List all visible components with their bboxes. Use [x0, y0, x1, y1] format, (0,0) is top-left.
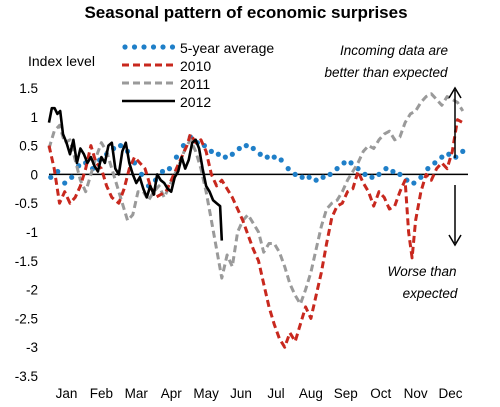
- y-tick-label: -3.5: [15, 369, 38, 384]
- legend-dot: [122, 44, 127, 49]
- y-tick-label: 0.5: [19, 139, 38, 154]
- legend: 5-year average 2010 2011 2012: [122, 40, 274, 110]
- data-point: [62, 180, 67, 185]
- y-tick-label: -2: [26, 283, 38, 298]
- data-point: [216, 152, 221, 157]
- x-axis-ticks: Jan Feb Mar Apr May Jun Jul Aug Sep Oct Nov Dec: [56, 386, 463, 401]
- down-arrow: [449, 185, 461, 245]
- data-point: [258, 152, 263, 157]
- data-point: [418, 175, 423, 180]
- x-tick-label: Feb: [90, 386, 113, 401]
- data-point: [432, 160, 437, 165]
- data-point: [300, 175, 305, 180]
- y-tick-label: 1.5: [19, 81, 38, 96]
- data-point: [167, 166, 172, 171]
- legend-dot: [160, 44, 165, 49]
- annotation-worse-line2: expected: [403, 286, 458, 301]
- data-point: [320, 175, 325, 180]
- y-tick-label: -1.5: [15, 254, 38, 269]
- x-tick-label: Jan: [56, 386, 78, 401]
- legend-dot: [170, 44, 175, 49]
- data-point: [209, 149, 214, 154]
- y-tick-label: -2.5: [15, 311, 38, 326]
- data-point: [174, 155, 179, 160]
- legend-item-5yr-average: 5-year average: [122, 40, 274, 56]
- y-tick-label: 1: [30, 110, 38, 125]
- legend-dot: [132, 44, 137, 49]
- legend-label-2012: 2012: [180, 94, 211, 110]
- data-point: [341, 160, 346, 165]
- x-tick-label: Dec: [439, 386, 463, 401]
- legend-dot: [151, 44, 156, 49]
- x-tick-label: May: [193, 386, 219, 401]
- data-point: [411, 180, 416, 185]
- annotation-worse: Worse than expected: [387, 264, 457, 301]
- data-point: [348, 160, 353, 165]
- data-point: [48, 175, 53, 180]
- legend-item-2012: 2012: [122, 94, 211, 110]
- data-point: [460, 149, 465, 154]
- data-point: [251, 146, 256, 151]
- data-point: [383, 166, 388, 171]
- chart-title: Seasonal pattern of economic surprises: [84, 3, 407, 22]
- data-point: [369, 175, 374, 180]
- data-point: [453, 155, 458, 160]
- data-point: [118, 143, 123, 148]
- data-point: [314, 178, 319, 183]
- annotation-better-line1: Incoming data are: [340, 43, 448, 58]
- y-tick-label: -3: [26, 340, 38, 355]
- data-point: [160, 169, 165, 174]
- x-tick-label: Mar: [125, 386, 149, 401]
- data-point: [272, 155, 277, 160]
- annotation-worse-line1: Worse than: [387, 264, 456, 279]
- y-axis-ticks: 1.5 1 0.5 0 -0.5 -1 -1.5 -2 -2.5 -3 -3.5: [15, 81, 38, 384]
- y-tick-label: -0.5: [15, 196, 38, 211]
- legend-swatch-5yr-average: [122, 44, 175, 49]
- x-tick-label: Nov: [404, 386, 428, 401]
- annotation-better-line2: better than expected: [324, 65, 448, 80]
- series-line-2010: [49, 120, 463, 348]
- legend-item-2011: 2011: [122, 76, 210, 92]
- data-point: [425, 166, 430, 171]
- data-point: [223, 155, 228, 160]
- data-point: [390, 169, 395, 174]
- data-point: [334, 166, 339, 171]
- x-tick-label: Oct: [370, 386, 391, 401]
- x-tick-label: Apr: [161, 386, 183, 401]
- data-point: [279, 157, 284, 162]
- x-tick-label: Jul: [267, 386, 284, 401]
- legend-item-2010: 2010: [122, 58, 211, 74]
- data-point: [362, 172, 367, 177]
- data-point: [307, 175, 312, 180]
- legend-label-5yr-average: 5-year average: [180, 40, 274, 56]
- data-point: [265, 155, 270, 160]
- up-arrow: [449, 88, 461, 158]
- annotation-better: Incoming data are better than expected: [324, 43, 448, 80]
- data-point: [327, 172, 332, 177]
- data-point: [237, 146, 242, 151]
- data-point: [397, 172, 402, 177]
- series-layer: [48, 94, 465, 347]
- y-axis-label: Index level: [28, 53, 95, 69]
- x-tick-label: Sep: [334, 386, 358, 401]
- x-tick-label: Jun: [230, 386, 252, 401]
- data-point: [293, 172, 298, 177]
- data-point: [439, 155, 444, 160]
- data-point: [286, 166, 291, 171]
- data-point: [69, 175, 74, 180]
- legend-label-2011: 2011: [180, 76, 210, 92]
- y-tick-label: 0: [30, 167, 38, 182]
- y-tick-label: -1: [26, 225, 38, 240]
- legend-label-2010: 2010: [180, 58, 211, 74]
- x-tick-label: Aug: [299, 386, 323, 401]
- data-point: [376, 172, 381, 177]
- legend-dot: [141, 44, 146, 49]
- data-point: [244, 143, 249, 148]
- data-point: [230, 152, 235, 157]
